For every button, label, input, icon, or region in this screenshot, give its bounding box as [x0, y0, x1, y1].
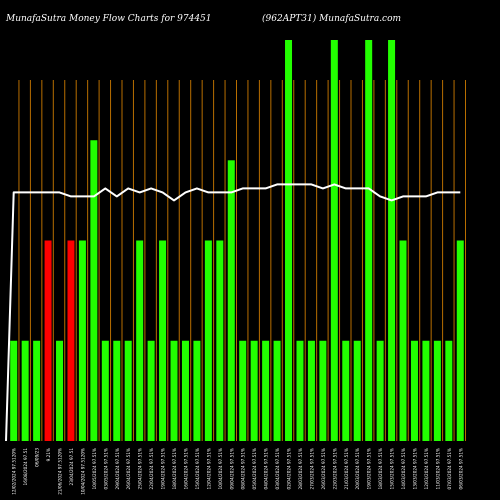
x-tick-label-14: 18/04/2024 97.51%	[172, 448, 177, 489]
x-tick-label-1: 16/08/2024 97.51	[23, 448, 28, 486]
x-tick-label-2: 06/09/23	[35, 448, 40, 467]
x-tick-label-34: 14/03/2024 97.51%	[401, 448, 406, 489]
x-tick-label-38: 07/03/2024 97.51%	[447, 448, 452, 489]
x-tick-label-16: 15/04/2024 97.51%	[195, 448, 200, 489]
bar-16	[193, 340, 201, 441]
bar-2	[33, 340, 41, 441]
x-tick-label-24: 02/04/2024 97.51%	[287, 448, 292, 489]
x-tick-label-10: 26/04/2024 97.51%	[126, 448, 131, 489]
x-tick-label-7: 10/05/2024 97.51%	[92, 448, 97, 489]
x-tick-label-22: 04/04/2024 97.51%	[264, 448, 269, 489]
x-tick-label-0: 12/02/2024 97.5120%	[12, 448, 17, 495]
x-tick-label-8: 03/05/2024 97.51%	[103, 448, 108, 489]
x-tick-label-3: 9.21%	[46, 448, 51, 461]
bar-21	[250, 340, 258, 441]
x-tick-label-20: 08/04/2024 97.51%	[241, 448, 246, 489]
bar-9	[113, 340, 121, 441]
x-tick-label-13: 19/04/2024 97.51%	[161, 448, 166, 489]
x-tick-label-18: 10/04/2024 97.51%	[218, 448, 223, 489]
bar-32	[376, 340, 384, 441]
bar-34	[399, 240, 407, 441]
x-tick-label-9: 29/04/2024 97.51%	[115, 448, 120, 489]
bar-39	[456, 240, 464, 441]
bar-35	[410, 340, 418, 441]
bar-31	[365, 40, 373, 441]
x-tick-label-12: 22/04/2024 97.51%	[149, 448, 154, 489]
bar-13	[159, 240, 167, 441]
x-tick-label-21: 05/04/2024 97.51%	[252, 448, 257, 489]
bar-25	[296, 340, 304, 441]
x-tick-label-6: 10/04/2024 97.5120%	[80, 448, 85, 495]
bar-27	[319, 340, 327, 441]
x-tick-label-32: 18/03/2024 97.51%	[378, 448, 383, 489]
x-tick-label-35: 13/03/2024 97.51%	[412, 448, 417, 489]
x-tick-label-28: 22/03/2024 97.51%	[332, 448, 337, 489]
bar-36	[422, 340, 430, 441]
bar-22	[262, 340, 270, 441]
money-flow-line	[5, 183, 461, 442]
x-tick-label-26: 27/03/2024 97.51%	[309, 448, 314, 489]
bar-14	[170, 340, 178, 441]
bar-23	[273, 340, 281, 441]
x-tick-label-17: 12/04/2024 97.51%	[206, 448, 211, 489]
x-tick-label-4: 21/06/2024 97.5120%	[58, 448, 63, 495]
bar-20	[239, 340, 247, 441]
x-tick-label-30: 20/03/2024 97.51%	[355, 448, 360, 489]
bar-18	[216, 240, 224, 441]
bar-8	[101, 340, 109, 441]
x-tick-label-15: 16/04/2024 97.51%	[183, 448, 188, 489]
chart-title: MunafaSutra Money Flow Charts for 974451	[6, 14, 212, 24]
bar-11	[136, 240, 144, 441]
x-tick-label-23: 03/04/2024 97.51%	[275, 448, 280, 489]
bar-4	[56, 340, 64, 441]
x-tick-label-33: 15/03/2024 97.51%	[390, 448, 395, 489]
bar-10	[124, 340, 132, 441]
bar-12	[147, 340, 155, 441]
bar-6	[78, 240, 86, 441]
bar-5	[67, 240, 75, 441]
bar-33	[388, 40, 396, 441]
x-tick-label-39: 06/03/2024 97.51%	[458, 448, 463, 489]
bar-7	[90, 140, 98, 441]
x-tick-label-29: 21/03/2024 97.51%	[344, 448, 349, 489]
x-tick-label-5: 23/04/2024 97.51	[69, 448, 74, 486]
bar-26	[307, 340, 315, 441]
bar-30	[353, 340, 361, 441]
bar-28	[330, 40, 338, 441]
x-tick-label-27: 26/03/2024 97.51%	[321, 448, 326, 489]
x-tick-label-37: 11/03/2024 97.51%	[435, 448, 440, 489]
x-tick-label-25: 28/03/2024 97.51%	[298, 448, 303, 489]
bar-1	[21, 340, 29, 441]
bar-37	[433, 340, 441, 441]
bar-3	[44, 240, 52, 441]
bar-24	[285, 40, 293, 441]
x-tick-label-11: 25/04/2024 97.51%	[138, 448, 143, 489]
bar-0	[10, 340, 18, 441]
bar-29	[342, 340, 350, 441]
bar-19	[227, 160, 235, 442]
bar-15	[181, 340, 189, 441]
x-tick-label-31: 19/03/2024 97.51%	[367, 448, 372, 489]
bar-17	[204, 240, 212, 441]
chart-title-symbol: (962APT31) MunafaSutra.com	[262, 14, 402, 24]
x-tick-label-19: 09/04/2024 97.51%	[229, 448, 234, 489]
bar-38	[445, 340, 453, 441]
x-tick-label-36: 12/03/2024 97.51%	[424, 448, 429, 489]
